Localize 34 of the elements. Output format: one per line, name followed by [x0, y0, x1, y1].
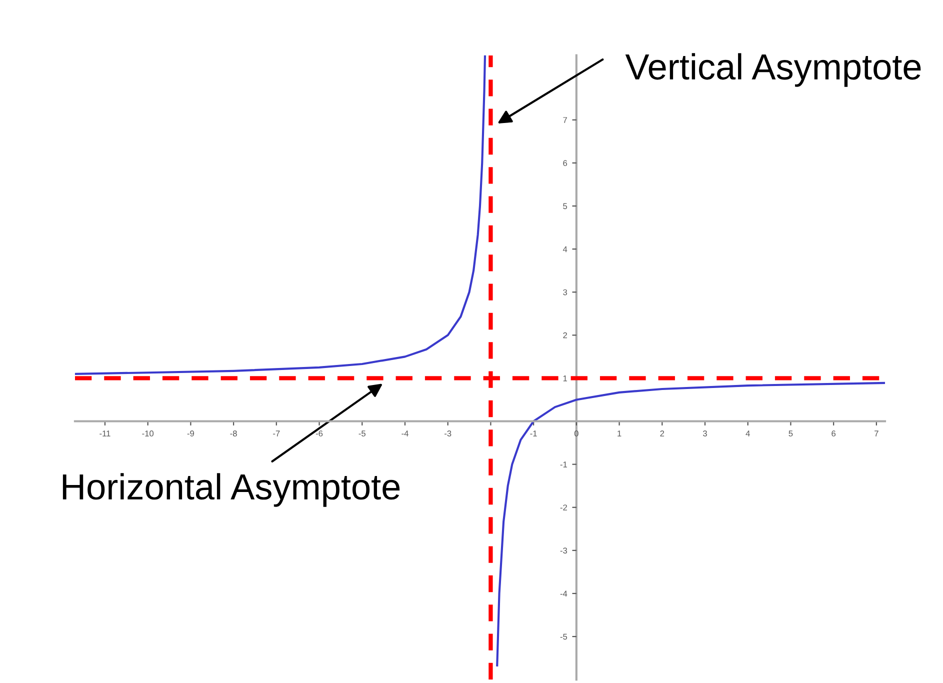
y-tick-label: 4: [562, 246, 568, 252]
x-tick-label: 4: [746, 430, 750, 436]
y-tick-label: -4: [560, 590, 568, 596]
y-tick-label: -1: [560, 462, 567, 468]
line-series: [74, 55, 486, 375]
x-tick-label: -7: [273, 430, 280, 436]
line-series: [496, 382, 886, 666]
x-tick-label: 2: [660, 430, 664, 436]
annotation: Horizontal Asymptote: [62, 473, 400, 507]
x-tick-label: -1: [530, 430, 537, 436]
x-tick-label: 7: [874, 430, 878, 436]
x-tick-label: -6: [316, 430, 323, 436]
y-tick-label: 5: [563, 203, 568, 210]
annotation: Vertical Asymptote: [625, 53, 921, 87]
x-tick-label: -10: [142, 430, 154, 436]
x-tick-label: 0: [574, 430, 578, 436]
x-tick-label: -9: [187, 430, 194, 436]
y-tick-label: 6: [563, 160, 568, 166]
y-tick-label: 2: [563, 332, 567, 338]
y-tick-label: -2: [560, 504, 567, 510]
x-tick-label: -4: [402, 430, 408, 436]
y-tick-label: -5: [560, 634, 568, 640]
y-tick-label: 1: [563, 376, 567, 382]
x-tick-label: 3: [703, 430, 707, 436]
x-tick-label: -8: [230, 430, 237, 436]
x-tick-label: 1: [618, 430, 622, 436]
x-tick-label: -11: [100, 430, 110, 436]
x-tick-label: -5: [358, 430, 366, 436]
x-tick-label: 6: [832, 430, 836, 436]
y-tick-label: 7: [563, 117, 567, 123]
x-tick-label: -3: [444, 430, 452, 436]
y-tick-label: -3: [560, 548, 568, 554]
y-tick-label: 3: [563, 289, 568, 296]
x-tick-label: 5: [788, 430, 793, 436]
